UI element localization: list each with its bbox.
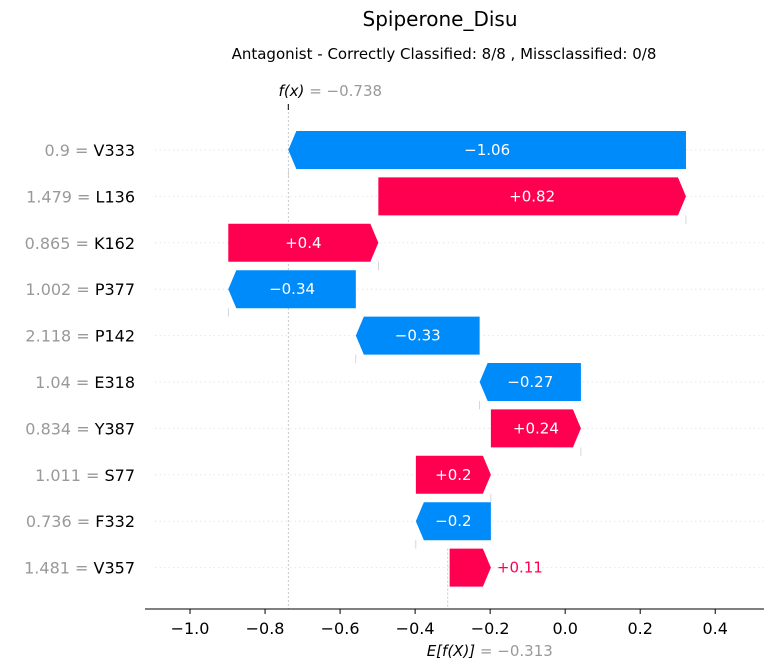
feature-value: 0.865 = [25,233,94,252]
feature-value: 0.736 = [26,512,95,531]
feature-name: Y387 [94,419,135,438]
bar-e318 [479,363,581,401]
x-tick-label: 0.2 [627,619,652,638]
bar-p377 [228,270,356,309]
feature-label: 2.118 = P142 [25,326,135,345]
feature-name: K162 [94,233,135,252]
feature-value: 0.9 = [44,141,93,160]
fx-label-value: −0.738 [327,82,383,100]
feature-label: 0.9 = V333 [44,141,135,160]
feature-name: E318 [94,373,135,392]
bar-y387 [490,409,581,448]
feature-label: 1.481 = V357 [24,558,135,577]
expected-value-label: E[f(X)] = −0.313 [427,642,553,660]
x-axis-ticks: −1.0 −0.8 −0.6 −0.4 −0.2 0.0 0.2 0.4 [171,609,728,638]
feature-value: 2.118 = [25,326,94,345]
feature-labels: 0.9 = V333 1.479 = L136 0.865 = K162 1.002 … [24,141,135,578]
feature-label: 1.479 = L136 [26,187,135,206]
feature-label: 0.865 = K162 [25,233,135,252]
reference-lines [287,104,449,609]
bar-value-label: −0.34 [269,280,315,298]
feature-value: 1.002 = [25,280,94,299]
bar-p142 [355,316,480,355]
feature-name: F332 [95,512,135,531]
bar-value-label: +0.2 [435,466,471,484]
x-tick-label: 0.4 [703,619,728,638]
feature-name: V357 [94,558,135,577]
feature-label: 1.011 = S77 [35,465,135,484]
bar-v357 [449,548,491,587]
feature-label: 1.002 = P377 [25,280,135,299]
feature-value: 1.479 = [26,187,95,206]
bar-value-label: −0.27 [507,373,553,391]
x-tick-label: −0.6 [321,619,360,638]
bar-value-label: +0.11 [497,559,543,577]
feature-name: S77 [104,465,135,484]
feature-value: 1.481 = [24,558,93,577]
expected-value-name: E[f(X)] [427,642,476,660]
feature-name: V333 [94,141,135,160]
x-tick-label: 0.0 [552,619,577,638]
feature-name: P377 [95,280,135,299]
bar-value-label: +0.4 [285,234,321,252]
fx-label-name: f(x) [279,82,305,100]
x-tick-label: −1.0 [171,619,210,638]
feature-name: L136 [96,187,135,206]
x-tick-label: −0.8 [246,619,285,638]
chart-title: Spiperone_Disu [363,7,518,31]
fx-label-eq: = [304,82,326,100]
bar-value-label: −0.2 [435,512,471,530]
bar-value-label: +0.24 [513,419,559,437]
bar-l136 [378,177,686,216]
bar-value-label: −0.33 [395,327,441,345]
feature-value: 1.04 = [35,373,94,392]
feature-label: 0.834 = Y387 [25,419,135,438]
feature-name: P142 [95,326,135,345]
x-tick-label: −0.4 [396,619,435,638]
feature-value: 1.011 = [35,465,104,484]
bars-layer: −1.06 +0.82 +0.4 −0.34 −0.33 −0.27 +0.24 +0.2 −0… [227,131,687,587]
bar-f332 [415,502,491,541]
expected-value-value: −0.313 [497,642,553,660]
feature-label: 0.736 = F332 [26,512,135,531]
feature-value: 0.834 = [25,419,94,438]
bar-s77 [415,455,491,494]
bar-k162 [228,223,379,262]
fx-label: f(x) = −0.738 [279,82,383,100]
x-tick-label: −0.2 [471,619,510,638]
bar-value-label: +0.82 [509,187,555,205]
feature-label: 1.04 = E318 [35,373,135,392]
chart-subtitle: Antagonist - Correctly Classified: 8/8 ,… [232,45,657,63]
bar-v333 [288,131,686,169]
bar-value-label: −1.06 [464,141,510,159]
expected-value-eq: = [475,642,497,660]
